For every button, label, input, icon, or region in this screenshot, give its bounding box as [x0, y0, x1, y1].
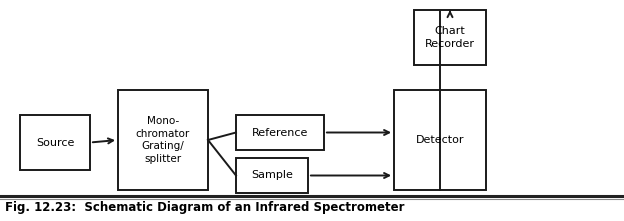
Text: Reference: Reference — [252, 128, 308, 137]
Text: Mono-
chromator
Grating/
splitter: Mono- chromator Grating/ splitter — [136, 116, 190, 164]
Bar — [20, 115, 90, 170]
Text: Chart
Recorder: Chart Recorder — [425, 26, 475, 49]
Bar — [394, 90, 486, 190]
Bar — [236, 158, 308, 193]
Text: Sample: Sample — [251, 170, 293, 181]
Bar — [118, 90, 208, 190]
Text: Fig. 12.23:  Schematic Diagram of an Infrared Spectrometer: Fig. 12.23: Schematic Diagram of an Infr… — [5, 202, 404, 215]
Bar — [414, 10, 486, 65]
Bar — [236, 115, 324, 150]
Text: Source: Source — [36, 137, 74, 147]
Text: Detector: Detector — [416, 135, 464, 145]
